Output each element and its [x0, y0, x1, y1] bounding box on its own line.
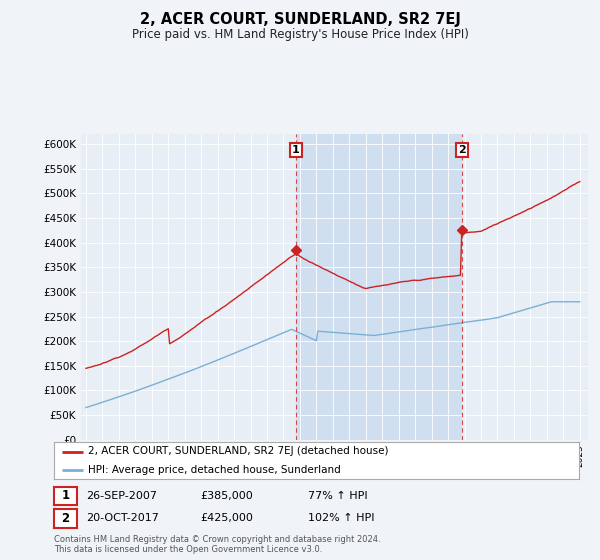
Text: 1: 1: [61, 489, 70, 502]
Text: 102% ↑ HPI: 102% ↑ HPI: [308, 514, 374, 523]
Text: HPI: Average price, detached house, Sunderland: HPI: Average price, detached house, Sund…: [88, 465, 341, 475]
Text: 2, ACER COURT, SUNDERLAND, SR2 7EJ (detached house): 2, ACER COURT, SUNDERLAND, SR2 7EJ (deta…: [88, 446, 389, 456]
Text: 20-OCT-2017: 20-OCT-2017: [86, 514, 158, 523]
Text: 2: 2: [61, 512, 70, 525]
Text: 1: 1: [292, 145, 299, 155]
Text: 26-SEP-2007: 26-SEP-2007: [86, 491, 157, 501]
Text: 2, ACER COURT, SUNDERLAND, SR2 7EJ: 2, ACER COURT, SUNDERLAND, SR2 7EJ: [140, 12, 460, 27]
Text: 77% ↑ HPI: 77% ↑ HPI: [308, 491, 367, 501]
Text: 2: 2: [458, 145, 466, 155]
Text: £425,000: £425,000: [200, 514, 253, 523]
Text: £385,000: £385,000: [200, 491, 253, 501]
Text: Contains HM Land Registry data © Crown copyright and database right 2024.
This d: Contains HM Land Registry data © Crown c…: [54, 535, 380, 554]
Bar: [296, 134, 462, 440]
Text: Price paid vs. HM Land Registry's House Price Index (HPI): Price paid vs. HM Land Registry's House …: [131, 28, 469, 41]
